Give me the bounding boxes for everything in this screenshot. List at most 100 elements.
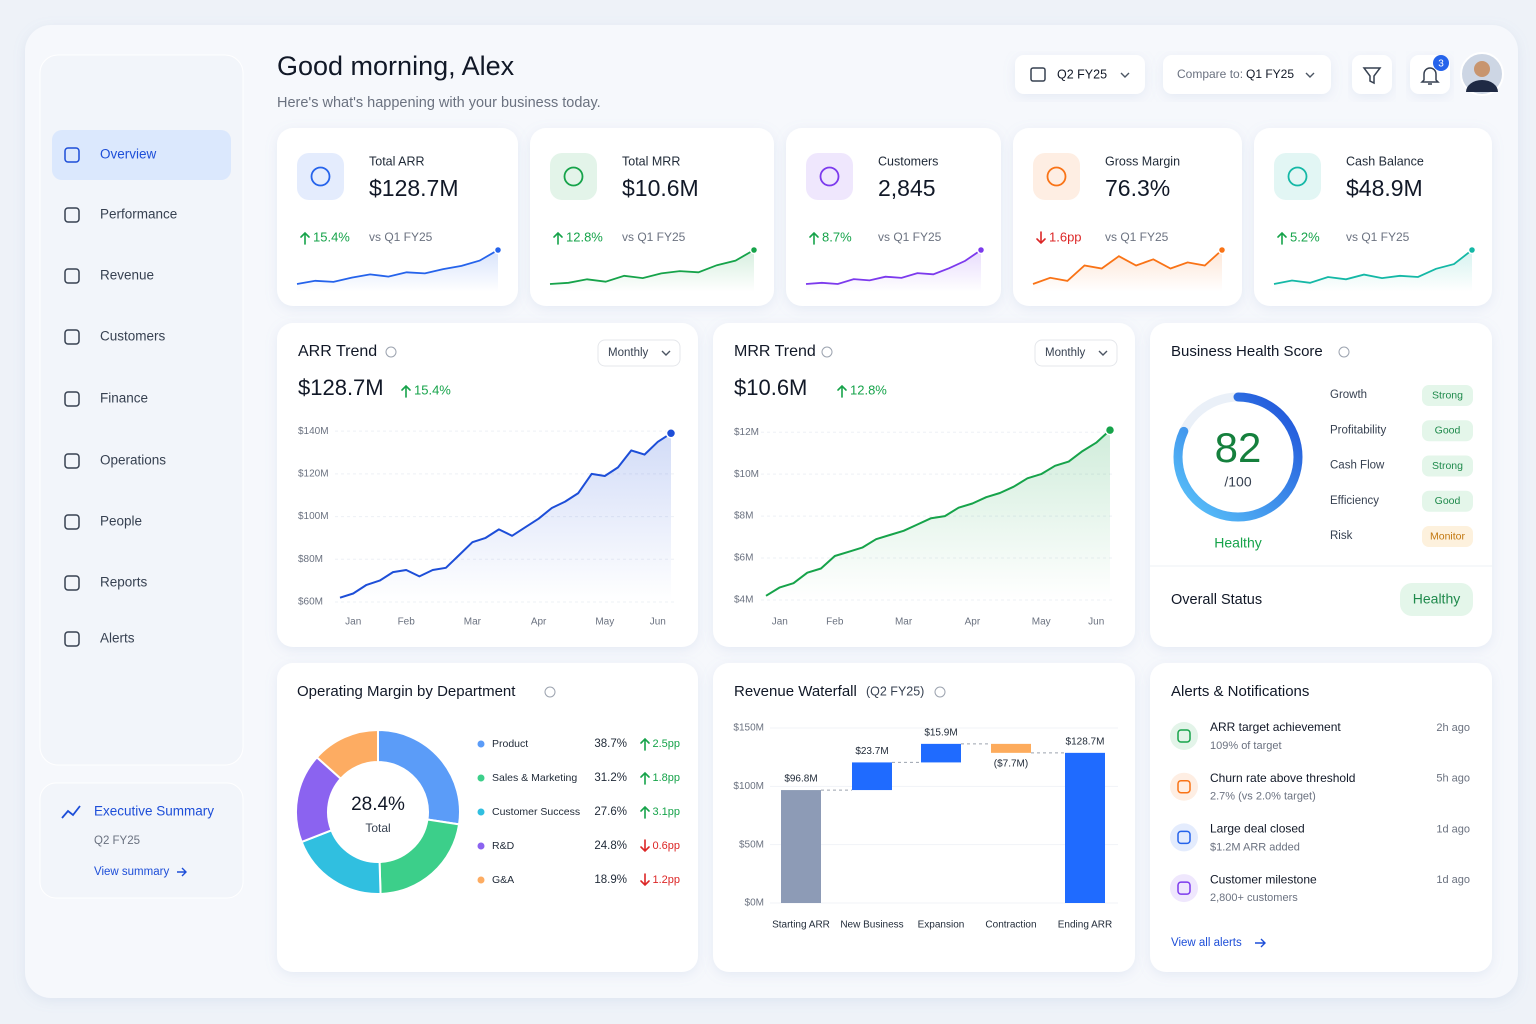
- bar-label: $128.7M: [1066, 736, 1105, 747]
- donut-total: 28.4%: [351, 794, 405, 815]
- link-arrow: [1255, 938, 1266, 948]
- alert-title[interactable]: Customer milestone: [1210, 872, 1317, 886]
- link-arrow: [177, 867, 187, 877]
- kpi-icon: [1287, 166, 1308, 187]
- period-select[interactable]: [1015, 55, 1145, 94]
- nav-item[interactable]: Performance: [100, 207, 177, 222]
- nav-item[interactable]: Alerts: [100, 631, 135, 646]
- y-tick-label: $0M: [745, 898, 764, 909]
- nav-item[interactable]: Reports: [100, 575, 148, 590]
- range-label: Monthly: [1045, 347, 1086, 359]
- kpi-icon-bg: [1033, 153, 1080, 200]
- card-title: ARR Trend: [298, 343, 377, 360]
- legend-label: Customer Success: [492, 806, 580, 818]
- range-select[interactable]: [597, 339, 681, 367]
- bell-icon: [1420, 67, 1440, 85]
- factor-name: Growth: [1330, 389, 1367, 401]
- info-icon: [821, 346, 833, 358]
- kpi-icon-bg: [297, 153, 344, 200]
- alert-title[interactable]: ARR target achievement: [1210, 720, 1341, 734]
- legend-label: Sales & Marketing: [492, 772, 577, 784]
- nav-item[interactable]: Revenue: [100, 268, 154, 283]
- kpi-change: 8.7%: [822, 229, 852, 244]
- info-icon: [1338, 346, 1350, 358]
- avatar-body: [1466, 80, 1498, 92]
- alert-icon: [1177, 830, 1191, 845]
- legend-value: 24.8%: [594, 840, 627, 852]
- sparkline-area: [1274, 250, 1472, 292]
- sparkline-area: [806, 250, 981, 292]
- nav-icon: [64, 453, 80, 469]
- x-tick-label: May: [1032, 617, 1051, 628]
- line-end: [1104, 424, 1116, 436]
- factor-badge: [1422, 526, 1473, 547]
- kpi-label: Gross Margin: [1105, 154, 1180, 168]
- alerts-link[interactable]: View all alerts: [1171, 937, 1242, 949]
- alert-time: 1d ago: [1436, 874, 1470, 886]
- alert-detail: $1.2M ARR added: [1210, 841, 1300, 853]
- kpi-value: 76.3%: [1105, 175, 1170, 201]
- arrow-icon: [1036, 231, 1046, 245]
- factor-name: Profitability: [1330, 424, 1386, 436]
- kpi-icon: [310, 166, 331, 187]
- kpi-change: 15.4%: [313, 229, 350, 244]
- sparkline-end: [976, 245, 986, 255]
- alert-icon-bg: [1170, 722, 1198, 750]
- bar-label: $96.8M: [784, 774, 817, 785]
- filter-icon: [1362, 67, 1382, 85]
- kpi-compare: vs Q1 FY25: [1105, 230, 1169, 244]
- alert-title[interactable]: Churn rate above threshold: [1210, 771, 1355, 785]
- summary-link[interactable]: View summary: [94, 866, 169, 878]
- alert-icon-bg: [1170, 874, 1198, 903]
- bar-label: ($7.7M): [994, 758, 1028, 769]
- info-icon: [934, 686, 946, 698]
- sparkline: [805, 249, 982, 285]
- subtitle: Here's what's happening with your busine…: [277, 95, 601, 111]
- nav-item[interactable]: Overview: [100, 147, 157, 162]
- kpi-change: 1.6pp: [1049, 229, 1082, 244]
- filter-button[interactable]: [1352, 55, 1392, 94]
- x-tick-label: Jun: [650, 617, 666, 628]
- nav-active: [52, 130, 231, 180]
- range-select[interactable]: [1034, 339, 1118, 367]
- waterfall-bar: [991, 743, 1031, 753]
- compare-label: Compare to:: [1177, 67, 1243, 81]
- factor-badge: [1422, 385, 1473, 406]
- factor-badge: [1422, 455, 1473, 477]
- calendar-icon: [1030, 67, 1046, 82]
- factor-rating: Good: [1435, 425, 1461, 437]
- notification-count: 3: [1438, 59, 1444, 70]
- arrow-icon: [1277, 231, 1287, 245]
- y-tick-label: $10M: [734, 469, 759, 480]
- factor-rating: Strong: [1432, 389, 1463, 401]
- alert-title[interactable]: Large deal closed: [1210, 822, 1305, 836]
- nav-item[interactable]: People: [100, 514, 142, 529]
- legend-dot: [477, 842, 485, 850]
- compare-select[interactable]: [1163, 55, 1331, 94]
- alert-time: 2h ago: [1436, 722, 1470, 734]
- range-label: Monthly: [608, 347, 649, 359]
- nav-item[interactable]: Finance: [100, 391, 148, 406]
- chevron-icon: [1098, 350, 1108, 356]
- y-tick-label: $50M: [739, 839, 764, 850]
- legend-dot: [477, 740, 485, 748]
- kpi-icon: [819, 166, 840, 187]
- card-title: Alerts & Notifications: [1171, 683, 1309, 700]
- y-tick-label: $6M: [734, 553, 753, 564]
- nav-item[interactable]: Customers: [100, 329, 166, 344]
- kpi-card: [786, 128, 1001, 306]
- sparkline: [1032, 249, 1223, 285]
- x-tick-label: Jan: [345, 617, 361, 628]
- nav-item[interactable]: Operations: [100, 453, 166, 468]
- legend-dot: [477, 808, 485, 816]
- arrow-icon: [401, 384, 411, 398]
- sparkline: [549, 249, 755, 285]
- card-title: Business Health Score: [1171, 343, 1323, 360]
- bar-label: $23.7M: [855, 746, 888, 757]
- line: [339, 432, 672, 599]
- legend-change: 1.8pp: [652, 772, 680, 784]
- alert-icon-bg: [1170, 772, 1198, 801]
- kpi-change: 12.8%: [566, 229, 603, 244]
- donut-total-label: Total: [365, 821, 390, 835]
